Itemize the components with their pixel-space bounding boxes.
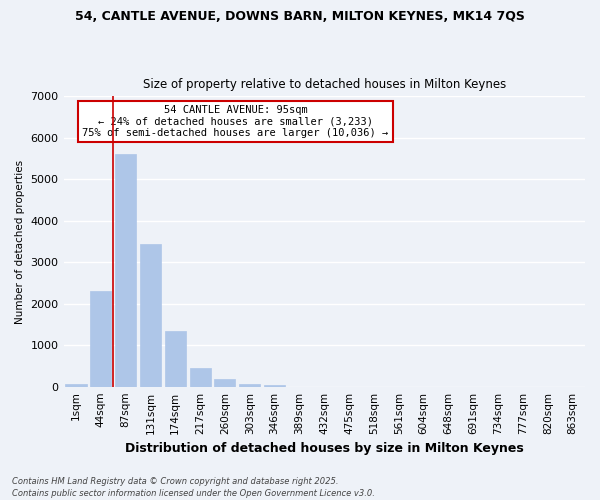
Text: 54, CANTLE AVENUE, DOWNS BARN, MILTON KEYNES, MK14 7QS: 54, CANTLE AVENUE, DOWNS BARN, MILTON KE… — [75, 10, 525, 23]
Bar — [239, 384, 260, 386]
Bar — [165, 330, 186, 386]
Text: 54 CANTLE AVENUE: 95sqm
← 24% of detached houses are smaller (3,233)
75% of semi: 54 CANTLE AVENUE: 95sqm ← 24% of detache… — [82, 105, 389, 138]
Text: Contains HM Land Registry data © Crown copyright and database right 2025.
Contai: Contains HM Land Registry data © Crown c… — [12, 476, 375, 498]
Bar — [90, 292, 112, 386]
X-axis label: Distribution of detached houses by size in Milton Keynes: Distribution of detached houses by size … — [125, 442, 524, 455]
Bar — [115, 154, 136, 386]
Bar — [190, 368, 211, 386]
Y-axis label: Number of detached properties: Number of detached properties — [15, 160, 25, 324]
Bar — [140, 244, 161, 386]
Title: Size of property relative to detached houses in Milton Keynes: Size of property relative to detached ho… — [143, 78, 506, 91]
Bar — [65, 384, 86, 386]
Bar — [214, 380, 235, 386]
